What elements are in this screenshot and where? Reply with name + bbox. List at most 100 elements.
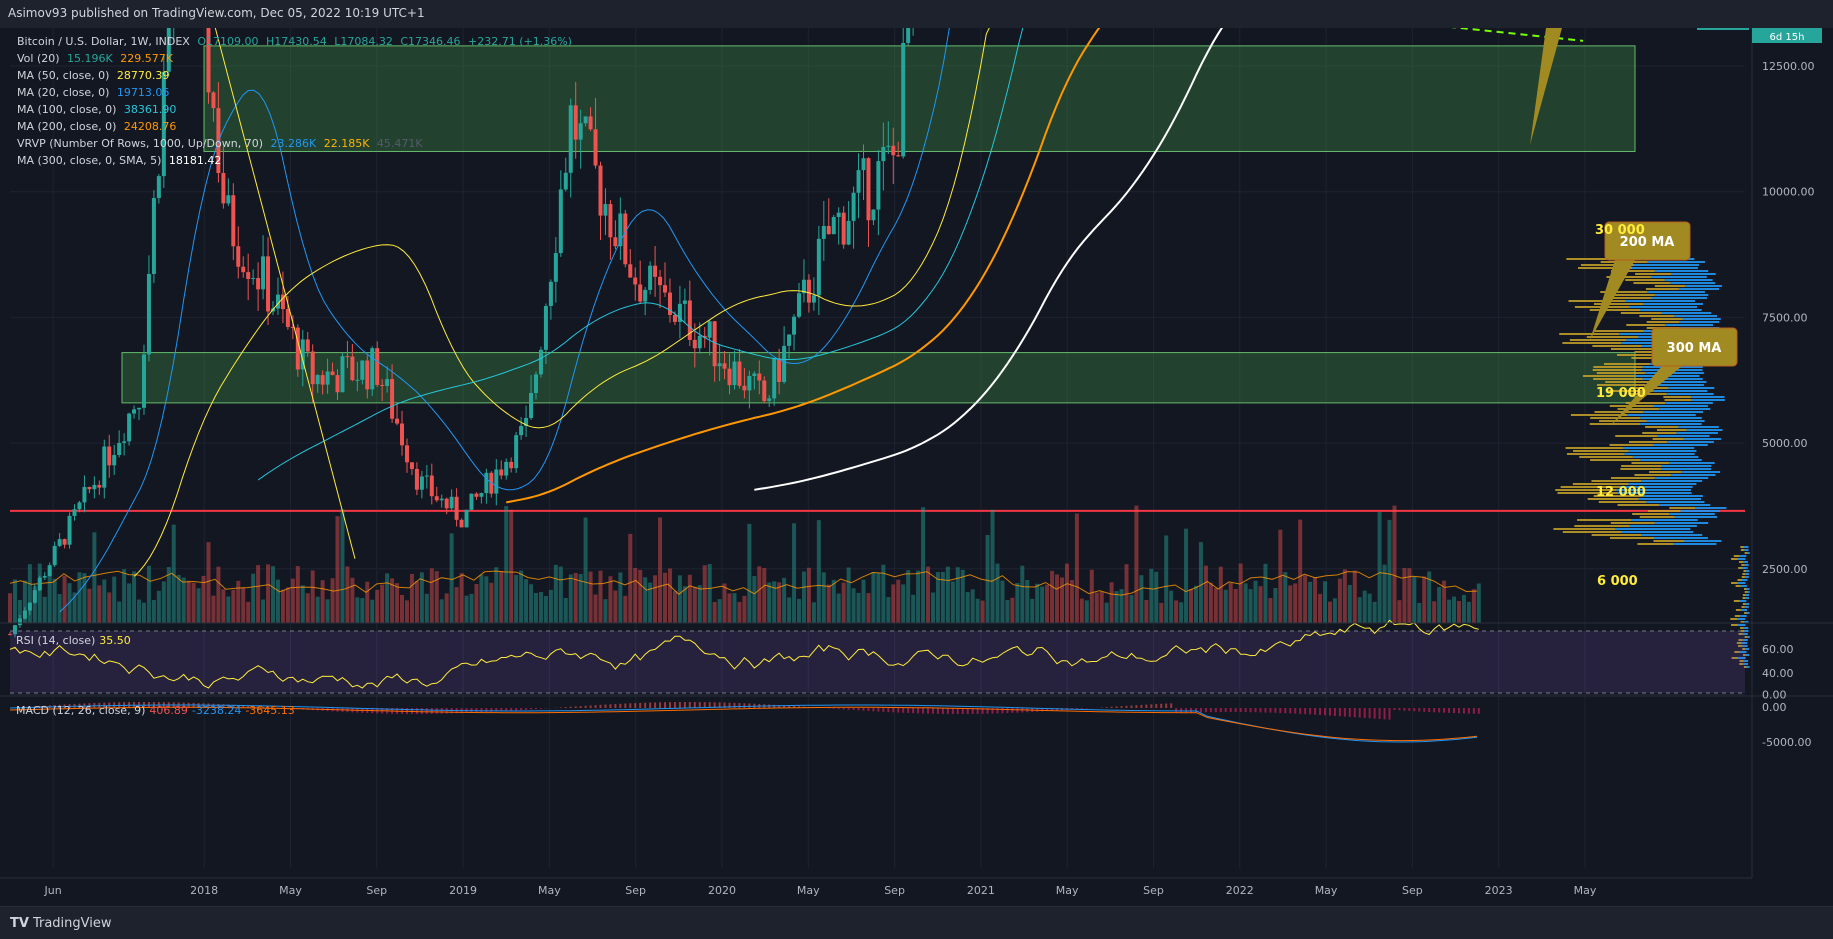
macd-hist-bar xyxy=(1255,708,1257,712)
x-tick-label: 2023 xyxy=(1485,884,1513,897)
volume-bar xyxy=(326,599,330,623)
macd-hist-bar xyxy=(1215,708,1217,712)
vrvp-up-row xyxy=(1669,462,1715,464)
vrvp-down-row xyxy=(1738,567,1742,569)
candle-body xyxy=(58,539,62,546)
volume-bar xyxy=(673,591,677,623)
candle-body xyxy=(18,619,22,626)
candle-body xyxy=(767,398,771,401)
volume-bar xyxy=(1397,600,1401,623)
macd-hist-bar xyxy=(1190,708,1192,713)
volume-bar xyxy=(777,582,781,623)
volume-bar xyxy=(1184,529,1188,623)
volume-bar xyxy=(127,583,131,623)
vrvp-down-row xyxy=(1620,468,1661,470)
legend-low: L17084.32 xyxy=(334,35,393,48)
candle-body xyxy=(445,499,449,509)
candle-body xyxy=(77,502,81,509)
legend-ma20-label: MA (20, close, 0) xyxy=(17,86,109,99)
candle-body xyxy=(241,267,245,272)
volume-bar xyxy=(732,593,736,623)
volume-bar xyxy=(569,574,573,623)
volume-bar xyxy=(1055,574,1059,623)
candle-body xyxy=(871,210,875,221)
rsi-tick-label: 40.00 xyxy=(1762,667,1794,680)
macd-hist-bar xyxy=(843,708,845,709)
macd-hist-bar xyxy=(1408,708,1410,711)
vrvp-down-row xyxy=(1645,426,1678,428)
macd-hist-bar xyxy=(1349,708,1351,717)
volume-bar xyxy=(1035,584,1039,623)
volume-bar xyxy=(1462,595,1466,623)
vrvp-up-row xyxy=(1744,627,1749,629)
vrvp-down-row xyxy=(1590,309,1640,311)
vrvp-down-row xyxy=(1611,477,1655,479)
volume-bar xyxy=(1189,589,1193,623)
volume-bar xyxy=(1392,506,1396,623)
volume-bar xyxy=(1273,588,1277,623)
volume-bar xyxy=(1363,591,1367,623)
volume-bar xyxy=(321,580,325,623)
level-30000-label: 30 000 xyxy=(1595,223,1645,238)
macd-hist-bar xyxy=(1403,708,1405,711)
volume-bar xyxy=(698,585,702,623)
macd-hist-bar xyxy=(619,704,621,708)
volume-bar xyxy=(1129,595,1133,623)
vrvp-down-row xyxy=(1611,294,1655,296)
volume-bar xyxy=(425,594,429,623)
macd-hist-bar xyxy=(1428,708,1430,712)
vrvp-up-row xyxy=(1738,624,1746,626)
volume-bar xyxy=(906,570,910,623)
legend-vrvp-label: VRVP (Number Of Rows, 1000, Up/Down, 70) xyxy=(17,137,263,150)
macd-hist-bar xyxy=(1334,708,1336,716)
vrvp-up-row xyxy=(1625,300,1695,302)
candle-body xyxy=(390,379,394,419)
candle-body xyxy=(589,116,593,129)
macd-hist-bar xyxy=(1354,708,1356,717)
macd-hist-bar xyxy=(1111,707,1113,708)
vrvp-up-row xyxy=(1680,510,1719,512)
macd-hist-bar xyxy=(426,708,428,714)
macd-hist-bar xyxy=(1230,708,1232,712)
vrvp-down-row xyxy=(1734,600,1740,602)
volume-bar xyxy=(1378,512,1382,623)
candle-body xyxy=(718,363,722,366)
volume-bar xyxy=(1229,583,1233,623)
volume-bar xyxy=(876,573,880,623)
macd-hist-bar xyxy=(1195,708,1197,712)
volume-bar xyxy=(107,592,111,623)
candle-body xyxy=(529,393,533,418)
x-tick-label: 2019 xyxy=(449,884,477,897)
candle-body xyxy=(554,253,558,282)
macd-signal-value: -3645.13 xyxy=(245,704,294,717)
volume-bar xyxy=(767,582,771,623)
volume-bar xyxy=(1134,506,1138,623)
volume-bar xyxy=(1343,569,1347,623)
macd-hist-bar xyxy=(684,702,686,708)
vrvp-up-row xyxy=(1746,666,1749,668)
volume-bar xyxy=(688,575,692,623)
volume-bar xyxy=(465,596,469,623)
volume-bar xyxy=(1368,594,1372,623)
candle-body xyxy=(579,123,583,139)
macd-hist-bar xyxy=(1135,705,1137,708)
vrvp-up-row xyxy=(1652,276,1707,278)
x-tick-label: Sep xyxy=(366,884,387,897)
macd-hist-bar xyxy=(922,708,924,713)
candle-body xyxy=(53,546,57,565)
macd-hist-bar xyxy=(689,702,691,708)
macd-tick-label: -5000.00 xyxy=(1762,736,1811,749)
vrvp-down-row xyxy=(1745,552,1747,554)
legend-ma300-row: MA (300, close, 0, SMA, 5) 18181.42 xyxy=(17,152,572,169)
macd-hist-bar xyxy=(480,708,482,712)
volume-bar xyxy=(345,566,349,623)
vrvp-up-row xyxy=(1685,285,1722,287)
macd-hist-bar xyxy=(679,702,681,708)
volume-bar xyxy=(797,599,801,623)
candle-body xyxy=(231,195,235,246)
macd-hist-bar xyxy=(1081,708,1083,709)
macd-hist-bar xyxy=(664,702,666,708)
volume-bar xyxy=(623,596,627,623)
candle-body xyxy=(559,189,563,253)
